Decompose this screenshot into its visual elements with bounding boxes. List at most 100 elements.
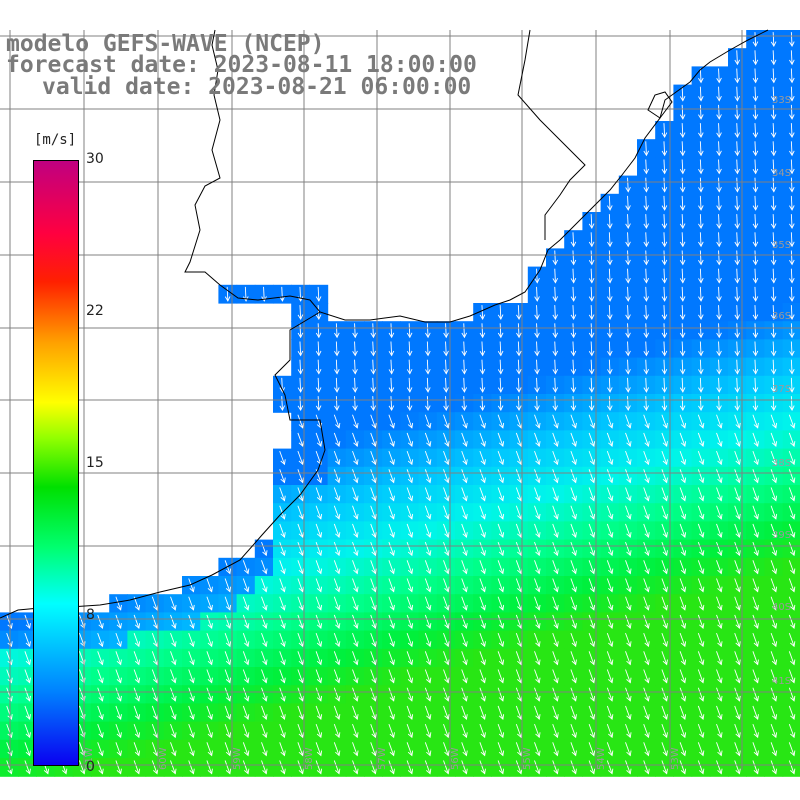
latitude-labels: 33S 34S 35S 36S 37S 38S 39S 40S 41S bbox=[772, 95, 791, 687]
wind-arrow bbox=[788, 614, 796, 629]
wind-arrow bbox=[406, 742, 414, 757]
wind-arrow bbox=[370, 651, 377, 666]
wind-arrow bbox=[588, 523, 596, 538]
wind-arrow bbox=[479, 305, 486, 321]
wind-arrow bbox=[661, 760, 668, 775]
wind-arrow bbox=[370, 541, 377, 557]
wind-arrow bbox=[697, 469, 705, 484]
wind-arrow bbox=[643, 377, 650, 393]
wind-arrow bbox=[752, 742, 759, 757]
wind-speed-cells bbox=[0, 30, 800, 777]
wind-arrow bbox=[224, 651, 232, 666]
wind-arrow bbox=[534, 396, 540, 412]
wind-arrow bbox=[370, 414, 377, 429]
wind-arrow bbox=[698, 232, 704, 248]
wind-arrow bbox=[788, 523, 796, 538]
wind-arrow bbox=[770, 232, 777, 248]
wind-arrow bbox=[206, 596, 213, 611]
wind-arrow bbox=[188, 578, 195, 593]
wind-arrow bbox=[752, 487, 759, 502]
wind-arrow bbox=[625, 760, 632, 775]
wind-arrow bbox=[461, 341, 468, 357]
wind-arrow bbox=[734, 523, 741, 538]
wind-arrow bbox=[170, 632, 177, 648]
wind-arrow bbox=[606, 541, 614, 557]
wind-arrow bbox=[734, 578, 741, 593]
wind-arrow bbox=[752, 68, 759, 84]
wind-arrow bbox=[661, 195, 668, 211]
wind-arrow bbox=[443, 541, 450, 557]
wind-arrow bbox=[770, 141, 777, 157]
wind-arrow bbox=[661, 651, 668, 666]
wind-arrow bbox=[552, 268, 559, 284]
wind-arrow bbox=[752, 359, 759, 375]
wind-arrow bbox=[698, 286, 704, 302]
wind-cell bbox=[782, 412, 800, 431]
wind-arrow bbox=[334, 396, 340, 412]
wind-arrow bbox=[333, 541, 341, 557]
wind-arrow bbox=[297, 687, 304, 702]
wind-arrow bbox=[789, 268, 795, 284]
wind-arrow bbox=[698, 396, 704, 412]
wind-arrow bbox=[643, 723, 650, 739]
wind-arrow bbox=[552, 323, 559, 339]
wind-arrow bbox=[643, 268, 650, 284]
wind-arrow bbox=[752, 505, 759, 520]
wind-arrow bbox=[516, 323, 522, 339]
latitude-label: 33S bbox=[772, 95, 791, 106]
wind-arrow bbox=[789, 305, 795, 321]
wind-arrow bbox=[552, 742, 559, 757]
wind-arrow bbox=[297, 760, 304, 775]
wind-arrow bbox=[770, 723, 778, 739]
wind-arrow bbox=[352, 414, 359, 429]
wind-arrow bbox=[443, 505, 450, 520]
wind-arrow bbox=[461, 469, 468, 484]
wind-cell bbox=[782, 485, 800, 504]
wind-arrow bbox=[297, 614, 304, 629]
wind-arrow bbox=[352, 505, 359, 520]
wind-arrow bbox=[315, 286, 322, 302]
wind-arrow bbox=[115, 687, 122, 702]
wind-arrow bbox=[388, 487, 395, 502]
wind-arrow bbox=[133, 651, 141, 666]
wind-arrow bbox=[606, 651, 614, 666]
wind-arrow bbox=[497, 760, 505, 775]
wind-arrow bbox=[443, 377, 449, 393]
wind-arrow bbox=[261, 632, 268, 648]
wind-arrow bbox=[625, 596, 632, 611]
wind-arrow bbox=[424, 487, 432, 502]
wind-arrow bbox=[643, 596, 650, 611]
wind-arrow bbox=[588, 232, 595, 248]
wind-arrow bbox=[479, 705, 486, 720]
wind-arrow bbox=[352, 596, 359, 611]
wind-arrow bbox=[224, 578, 232, 593]
wind-arrow bbox=[607, 232, 613, 248]
wind-arrow bbox=[224, 723, 232, 739]
wind-arrow bbox=[406, 359, 413, 375]
wind-arrow bbox=[789, 341, 795, 357]
wind-arrow bbox=[479, 396, 486, 412]
wind-arrow bbox=[188, 614, 195, 629]
wind-arrow bbox=[770, 159, 777, 175]
wind-arrow bbox=[661, 123, 668, 139]
wind-arrow bbox=[279, 560, 286, 575]
wind-arrow bbox=[370, 723, 377, 739]
wind-arrow bbox=[698, 377, 704, 393]
wind-arrow bbox=[661, 723, 668, 739]
wind-arrow bbox=[352, 578, 359, 593]
wind-arrow bbox=[697, 541, 705, 557]
wind-arrow bbox=[716, 651, 723, 666]
wind-cell bbox=[782, 521, 800, 541]
wind-arrow bbox=[606, 432, 614, 447]
wind-arrow bbox=[279, 705, 286, 720]
wind-arrow bbox=[424, 560, 432, 575]
wind-arrow bbox=[97, 760, 104, 775]
wind-arrow bbox=[607, 341, 613, 357]
wind-arrow bbox=[170, 651, 177, 666]
wind-arrow bbox=[643, 705, 650, 720]
wind-arrow bbox=[770, 50, 777, 66]
wind-arrow bbox=[697, 596, 705, 611]
wind-arrow bbox=[661, 396, 668, 412]
wind-arrow bbox=[388, 687, 395, 702]
wind-arrow bbox=[752, 250, 759, 266]
